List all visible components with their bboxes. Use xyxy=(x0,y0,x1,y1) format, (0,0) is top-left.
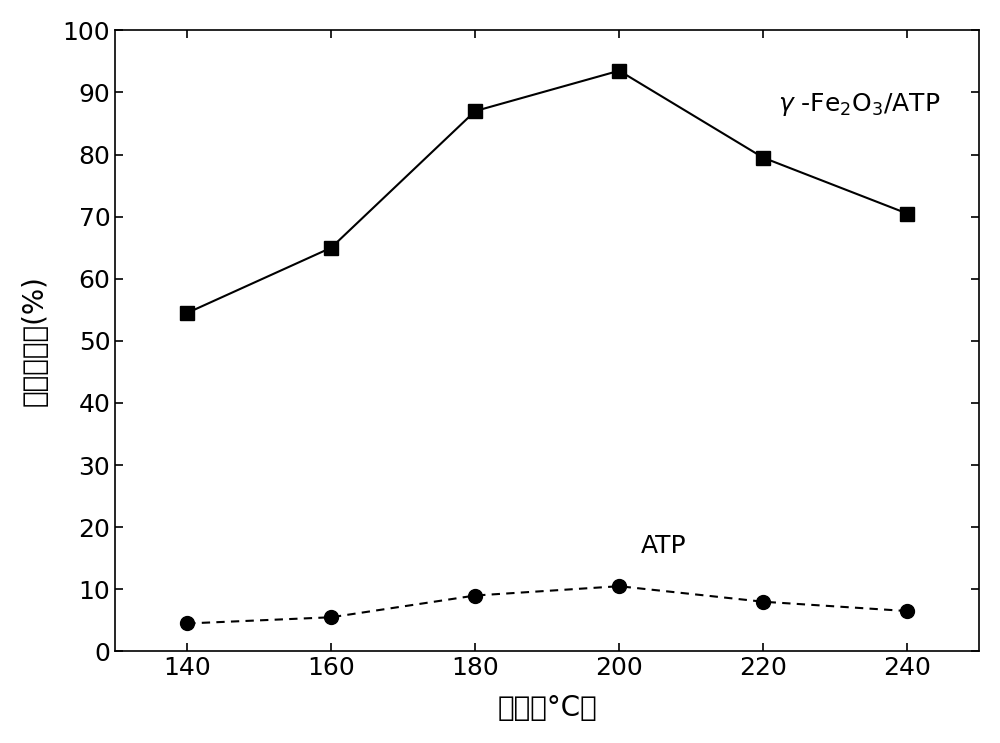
Text: $\gamma$ -Fe$_2$O$_3$/ATP: $\gamma$ -Fe$_2$O$_3$/ATP xyxy=(778,91,940,118)
X-axis label: 温度（°C）: 温度（°C） xyxy=(497,694,597,722)
Y-axis label: 江脱除效率(%): 江脱除效率(%) xyxy=(21,276,49,406)
Text: ATP: ATP xyxy=(641,533,686,558)
